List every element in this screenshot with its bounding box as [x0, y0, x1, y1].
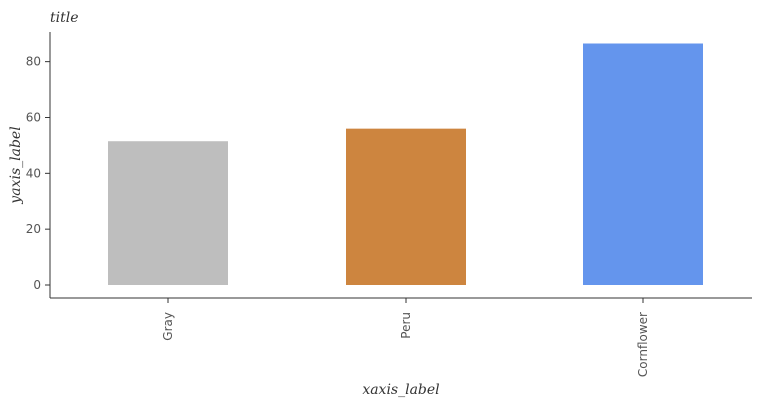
bar-peru — [346, 128, 466, 285]
y-tick-label: 20 — [26, 222, 41, 236]
y-tick-label: 80 — [26, 55, 41, 69]
y-tick-label: 0 — [33, 278, 41, 292]
x-tick-label: Gray — [161, 312, 175, 341]
bars-group — [108, 43, 703, 285]
x-tick-label: Peru — [399, 312, 413, 339]
y-axis-label: yaxis_label — [8, 126, 24, 204]
y-tick-label: 60 — [26, 110, 41, 124]
bar-gray — [108, 141, 228, 285]
y-ticks-group: 0 20 40 60 80 — [26, 55, 50, 292]
y-tick-label: 40 — [26, 166, 41, 180]
x-ticks-group: Gray Peru Cornflower — [161, 298, 650, 377]
x-tick-label: Cornflower — [636, 312, 650, 377]
x-axis-label: xaxis_label — [362, 382, 439, 398]
bar-cornflower — [583, 43, 703, 285]
chart-title: title — [50, 10, 79, 26]
